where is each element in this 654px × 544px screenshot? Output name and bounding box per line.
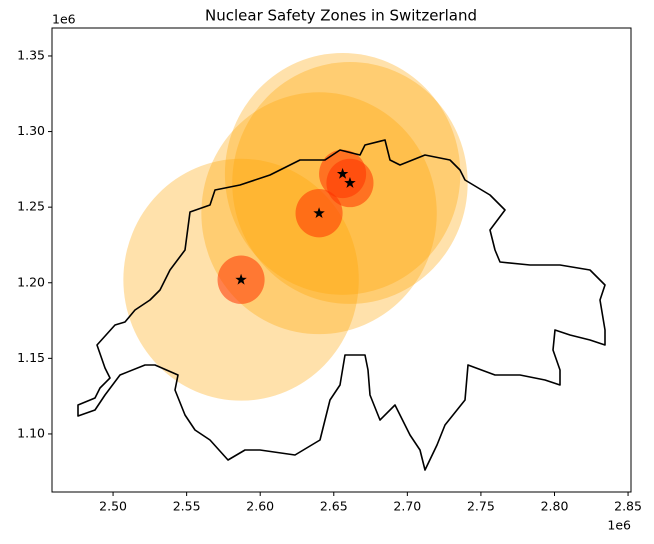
x-tick-label: 2.50 bbox=[99, 499, 127, 514]
markers bbox=[235, 167, 356, 285]
plant-marker bbox=[313, 207, 325, 219]
plant-marker bbox=[235, 273, 247, 285]
y-tick-label: 1.10 bbox=[17, 425, 45, 440]
chart-title: Nuclear Safety Zones in Switzerland bbox=[205, 7, 477, 25]
plant-marker bbox=[336, 167, 349, 179]
x-offset-label: 1e6 bbox=[607, 518, 631, 533]
y-tick-label: 1.25 bbox=[17, 199, 45, 214]
x-tick-label: 2.85 bbox=[614, 499, 642, 514]
zones bbox=[123, 52, 468, 401]
y-tick-label: 1.30 bbox=[17, 123, 45, 138]
x-tick-label: 2.75 bbox=[467, 499, 495, 514]
y-offset-label: 1e6 bbox=[52, 12, 76, 27]
x-tick-label: 2.70 bbox=[393, 499, 421, 514]
border bbox=[77, 139, 606, 471]
plot-frame bbox=[51, 27, 632, 493]
y-tick-label: 1.20 bbox=[17, 274, 45, 289]
x-tick-label: 2.65 bbox=[320, 499, 348, 514]
y-tick-label: 1.35 bbox=[17, 47, 45, 62]
x-tick-label: 2.60 bbox=[246, 499, 274, 514]
y-tick-label: 1.15 bbox=[17, 350, 45, 365]
plant-marker bbox=[344, 176, 356, 188]
x-tick-label: 2.55 bbox=[173, 499, 201, 514]
x-tick-label: 2.80 bbox=[541, 499, 569, 514]
